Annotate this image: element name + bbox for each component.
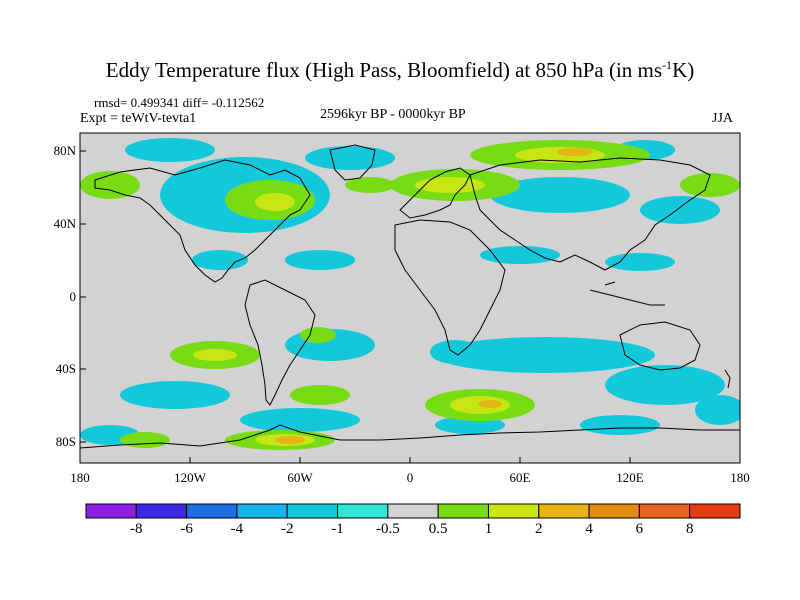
colorbar-swatch [638,503,691,519]
pos-region-south-america-west [300,327,336,343]
stats-text: rmsd= 0.499341 diff= -0.112562 [94,95,265,110]
lon-label-180e: 180 [730,470,750,485]
colorbar-swatch [286,503,339,519]
colorbar-swatch [236,503,288,519]
colorbar-swatch [387,503,439,519]
colorbar-label: 1 [484,521,493,537]
coast-africa [394,219,506,356]
neg-region-antarctic-indian [580,415,660,435]
map-title: Eddy Temperature flux (High Pass, Bloomf… [105,58,695,82]
colorbar-swatch [337,503,389,519]
coast-north-america [94,159,311,283]
colorbar-swatch [85,503,137,519]
colorbar-label: 4 [585,521,593,537]
pos-region-drake [290,385,350,405]
colorbar-swatch [487,503,540,519]
colorbar-swatch [186,503,238,519]
period-label: 2596kyr BP - 0000kyr BP [320,107,466,122]
neg-region-tasman [695,395,740,425]
colorbar-label: 0.5 [428,521,448,537]
neg-region-south-pacific [120,381,230,409]
pos-region-north-pacific [680,173,740,197]
lon-label-180w: 180 [70,470,90,485]
neg-region-arabian [480,246,560,264]
colorbar-label: -1 [331,521,344,537]
season-label: JJA [712,111,734,126]
neg-region-australia-south [605,365,725,405]
lat-label-40n: 40N [53,216,76,231]
neg-region-atlantic-north [285,250,355,270]
core-amundsen-max [275,436,305,444]
coast-antarctica [80,424,740,449]
colorbar [85,503,741,519]
neg-region-east-asia [640,196,720,224]
neg-region-weddell [240,408,360,432]
colorbar-label: -2 [280,521,294,537]
lat-label-40s: 40S [55,361,76,376]
lon-label-120e: 120E [616,470,644,485]
map-field [80,133,740,463]
lon-label-120w: 120W [174,470,206,485]
colorbar-label: -0.5 [375,521,400,537]
coast-greenland [329,144,376,181]
colorbar-swatch [689,503,741,519]
colorbar-label: -4 [230,521,244,537]
neg-region-siberia [490,177,630,213]
neg-region-west-pacific [605,253,675,271]
colorbar-label: -8 [130,521,143,537]
colorbar-swatch [538,503,590,519]
neg-region-pacific-north [192,250,248,270]
pos-region-bering [80,171,140,199]
lat-label-0: 0 [69,289,77,304]
neg-region-alaska [125,138,215,162]
coast-south-america [244,279,316,406]
coast-europe [399,167,471,219]
neg-region-south-africa [430,340,480,364]
colorbar-label: 2 [535,521,543,537]
colorbar-label: 8 [685,521,694,537]
coast-indonesia [589,281,665,306]
colorbar-label: 6 [635,521,644,537]
experiment-label: Expt = teWtV-tevta1 [80,111,197,126]
colorbar-swatch [588,503,640,519]
lon-label-0: 0 [406,470,414,485]
coast-new-zealand [724,369,731,389]
pos-region-north-atlantic [345,177,395,193]
coast-australia [619,321,701,371]
coast-asia [469,157,711,271]
colorbar-swatch [135,503,188,519]
core-arctic-russia-max [557,148,593,156]
core-hudson [255,193,295,211]
core-south-pacific [193,349,237,361]
lat-label-80n: 80N [53,143,76,158]
pos-region-ross [120,432,170,448]
axis-ticks [80,150,631,463]
colorbar-swatch [437,503,489,519]
colorbar-label: -6 [180,521,193,537]
lat-label-80s: 80S [55,434,76,449]
neg-region-greenland [305,146,395,170]
neg-region-indian-ocean [435,337,655,373]
coastlines [80,144,740,449]
core-south-indian-max [478,400,502,408]
lon-label-60w: 60W [287,470,313,485]
lon-label-60e: 60E [509,470,531,485]
